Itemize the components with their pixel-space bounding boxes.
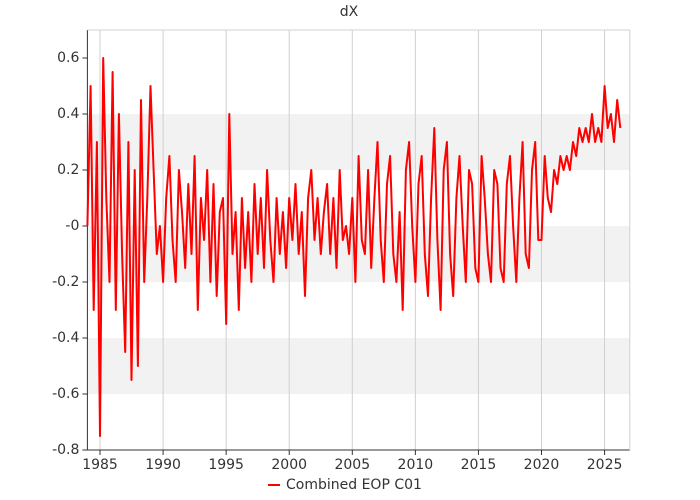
x-tick-label: 2010: [398, 457, 434, 473]
x-tick-label: 2005: [334, 457, 370, 473]
y-tick-label: -0.2: [52, 274, 79, 290]
x-tick-label: 2015: [461, 457, 497, 473]
legend-label: Combined EOP C01: [286, 477, 422, 493]
x-tick-label: 2025: [587, 457, 623, 473]
y-tick-label: -0.8: [52, 442, 79, 458]
y-tick-label: -0.6: [52, 386, 79, 402]
grid-band: [87, 226, 630, 282]
y-tick-label: 0.2: [57, 162, 79, 178]
grid-band: [87, 338, 630, 394]
x-tick-label: 2020: [524, 457, 560, 473]
x-tick-label: 1985: [82, 457, 118, 473]
x-tick-label: 1995: [208, 457, 244, 473]
x-tick-label: 2000: [271, 457, 307, 473]
x-tick-label: 1990: [145, 457, 181, 473]
y-tick-label: 0.6: [57, 50, 79, 66]
data-line: [86, 57, 622, 437]
y-tick-label: -0: [65, 218, 79, 234]
y-tick-label: 0.4: [57, 106, 79, 122]
chart-title: dX: [340, 4, 359, 20]
y-tick-label: -0.4: [52, 330, 79, 346]
